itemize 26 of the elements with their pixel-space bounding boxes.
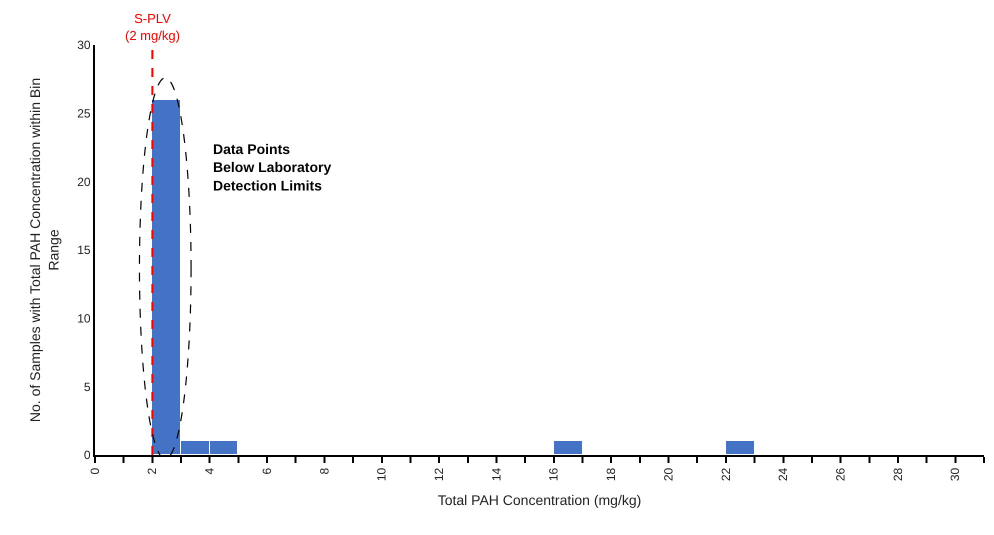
y-tick-label: 25 [77, 106, 91, 121]
x-tick-label: 14 [489, 467, 504, 482]
x-tick-label: 22 [718, 467, 733, 482]
y-axis-title: No. of Samples with Total PAH Concentration within Bin Range [27, 78, 62, 422]
x-tick-label: 24 [776, 467, 790, 482]
y-tick-label: 30 [77, 38, 91, 52]
x-tick-label: 8 [317, 467, 332, 474]
x-tick-label: 16 [546, 467, 561, 482]
x-axis-title: Total PAH Concentration (mg/kg) [438, 492, 642, 508]
x-tick-label: 30 [948, 467, 962, 482]
x-tick-label: 20 [661, 467, 676, 482]
x-tick-label: 12 [432, 467, 446, 482]
x-tick-label: 2 [145, 467, 160, 474]
annotation: Data Points Below Laboratory Detection Limits [213, 141, 332, 194]
y-tick-label: 20 [77, 174, 91, 189]
y-tick-label: 10 [77, 312, 91, 326]
y-tick-label: 5 [84, 380, 91, 394]
x-tick-label: 6 [260, 467, 274, 474]
y-tick-label: 0 [84, 448, 91, 462]
x-tick-label: 28 [890, 467, 905, 482]
x-tick-label: 4 [202, 467, 217, 474]
ref-line-label: S-PLV (2 mg/kg) [125, 11, 180, 43]
x-tick-label: 18 [604, 467, 618, 482]
x-tick-label: 26 [834, 467, 848, 482]
y-tick-label: 15 [77, 243, 91, 258]
x-tick-label: 10 [374, 467, 389, 482]
